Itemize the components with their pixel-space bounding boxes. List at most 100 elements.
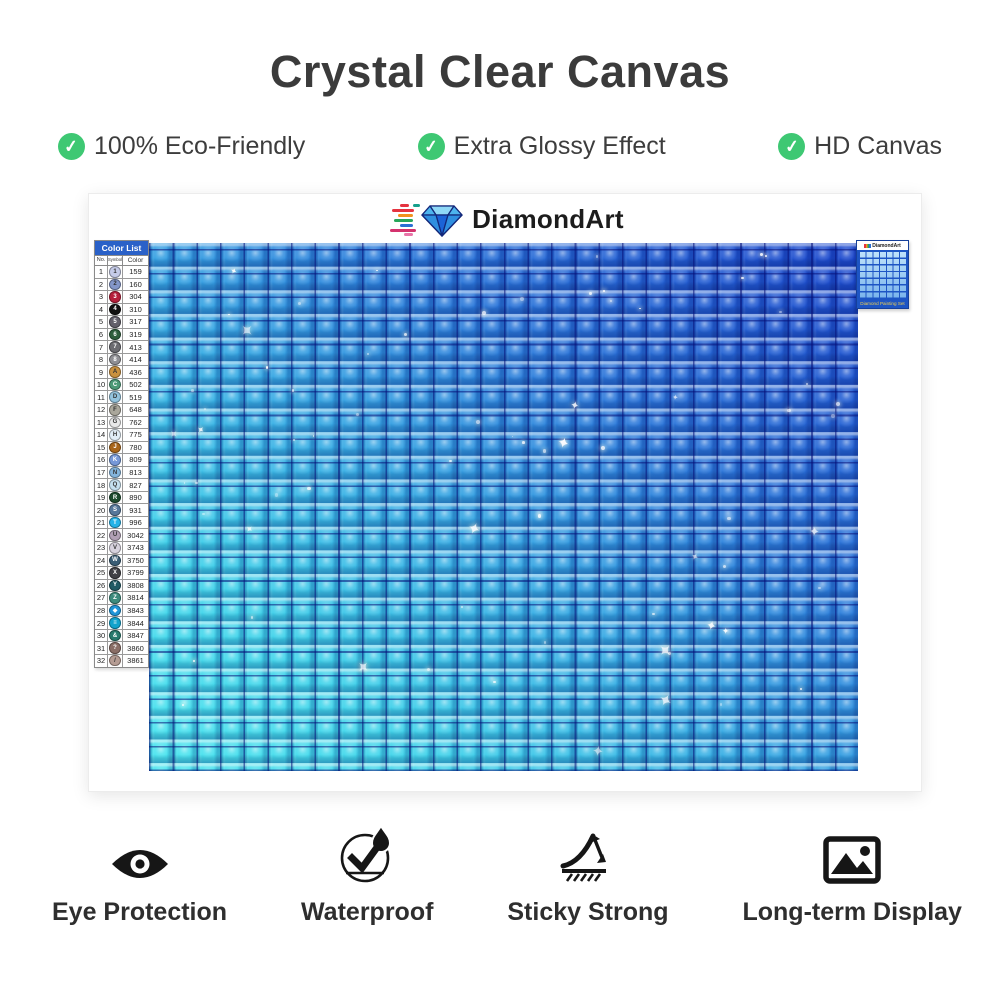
symbol-circle-icon: / bbox=[108, 654, 123, 667]
color-list-row: 23 V 3743 bbox=[95, 542, 148, 555]
symbol-circle-icon: N bbox=[108, 466, 123, 479]
sparkle-decoration bbox=[799, 688, 802, 691]
symbol-circle-icon: ◆ bbox=[108, 604, 123, 617]
waterproof-icon bbox=[338, 822, 396, 884]
row-number: 30 bbox=[95, 629, 108, 642]
sparkle-decoration bbox=[291, 389, 295, 392]
color-list-row: 19 R 890 bbox=[95, 491, 148, 505]
dmc-code: 414 bbox=[129, 355, 142, 365]
color-list-row: 3 3 304 bbox=[95, 291, 148, 304]
sparkle-decoration bbox=[297, 301, 301, 305]
color-list-row: 28 ◆ 3843 bbox=[95, 604, 148, 618]
sparkle-decoration bbox=[461, 606, 464, 609]
row-number: 4 bbox=[95, 303, 108, 316]
row-number: 7 bbox=[95, 341, 108, 353]
eye-icon bbox=[109, 822, 171, 884]
sparkle-decoration bbox=[375, 269, 378, 272]
symbol-circle-icon: J bbox=[108, 441, 123, 454]
feature-eye-protection: Eye Protection bbox=[52, 822, 227, 927]
feature-hd-canvas: ✓ HD Canvas bbox=[778, 132, 942, 161]
symbol-circle-icon: 5 bbox=[108, 316, 123, 328]
row-number: 13 bbox=[95, 416, 108, 429]
sparkle-decoration bbox=[511, 435, 514, 438]
sparkle-decoration: ✦ bbox=[227, 264, 239, 277]
dmc-code: 780 bbox=[129, 442, 142, 452]
row-number: 28 bbox=[95, 604, 108, 617]
sparkle-decoration bbox=[520, 297, 525, 302]
symbol-circle-icon: U bbox=[108, 529, 123, 542]
color-list-row: 15 J 780 bbox=[95, 441, 148, 455]
row-number: 29 bbox=[95, 617, 108, 629]
sparkle-decoration bbox=[228, 313, 230, 316]
sparkle-decoration bbox=[600, 445, 605, 450]
row-number: 24 bbox=[95, 554, 108, 567]
row-number: 1 bbox=[95, 266, 108, 278]
reference-thumbnail: DiamondArt Diamond Painting Set bbox=[856, 240, 909, 309]
sparkle-decoration: ✦ bbox=[807, 524, 820, 540]
sparkle-decoration: ✦ bbox=[235, 319, 259, 343]
symbol-circle-icon: S bbox=[108, 504, 123, 516]
diamond-canvas-preview: ✦ ✦ ✦ ✦ ✦ ✦ ✦ ✦ ✦ ✦ ✦ ✦ ✦ ✦ ✦ ✦ ✦ bbox=[149, 243, 858, 771]
dmc-code: 775 bbox=[129, 430, 142, 440]
thumbnail-brand-strip: DiamondArt bbox=[857, 241, 908, 250]
row-number: 8 bbox=[95, 353, 108, 366]
diamond-logo-icon bbox=[390, 204, 463, 237]
dmc-code: 3860 bbox=[127, 643, 144, 653]
dmc-code: 931 bbox=[129, 505, 142, 515]
feature-label: Waterproof bbox=[301, 898, 434, 926]
sparkle-decoration bbox=[307, 486, 311, 490]
sparkle-decoration: ✦ bbox=[464, 519, 484, 540]
display-icon bbox=[823, 822, 881, 884]
sparkle-decoration bbox=[542, 449, 547, 453]
sparkle-decoration: ✦ bbox=[704, 618, 719, 635]
sparkle-decoration bbox=[482, 310, 487, 315]
dmc-code: 813 bbox=[129, 468, 142, 478]
symbol-circle-icon: X bbox=[108, 567, 123, 579]
color-list-row: 17 N 813 bbox=[95, 466, 148, 480]
sparkle-decoration bbox=[426, 667, 431, 672]
dmc-code: 809 bbox=[129, 455, 142, 465]
feature-label: Sticky Strong bbox=[507, 898, 669, 926]
sparkle-decoration bbox=[275, 493, 279, 497]
symbol-circle-icon: A bbox=[108, 366, 123, 378]
sticky-icon bbox=[559, 822, 617, 884]
sparkle-decoration bbox=[831, 413, 836, 418]
sparkle-decoration bbox=[652, 612, 655, 616]
sparkle-decoration: ✦ bbox=[721, 625, 730, 637]
sparkle-decoration: ✦ bbox=[590, 741, 605, 760]
color-list-row: 25 X 3799 bbox=[95, 567, 148, 580]
sparkle-decoration bbox=[835, 402, 840, 407]
dmc-code: 3799 bbox=[127, 568, 144, 578]
symbol-circle-icon: V bbox=[108, 542, 123, 554]
color-list-row: 18 Q 827 bbox=[95, 479, 148, 492]
row-number: 25 bbox=[95, 567, 108, 579]
symbol-circle-icon: R bbox=[108, 491, 123, 504]
color-list-row: 10 C 502 bbox=[95, 378, 148, 392]
symbol-circle-icon: G bbox=[108, 416, 123, 429]
color-list-row: 1 1 159 bbox=[95, 266, 148, 279]
color-list-row: 22 U 3042 bbox=[95, 529, 148, 543]
symbol-circle-icon: 6 bbox=[108, 328, 123, 341]
sparkle-decoration bbox=[722, 565, 726, 569]
symbol-circle-icon: C bbox=[108, 378, 123, 391]
color-list-row: 8 8 414 bbox=[95, 353, 148, 367]
row-number: 27 bbox=[95, 592, 108, 604]
sparkle-decoration bbox=[367, 352, 369, 355]
feature-label: 100% Eco-Friendly bbox=[94, 132, 306, 160]
brand-name: DiamondArt bbox=[472, 203, 624, 234]
feature-bullets: ✓ 100% Eco-Friendly ✓ Extra Glossy Effec… bbox=[58, 132, 942, 161]
check-icon: ✓ bbox=[417, 133, 445, 160]
symbol-circle-icon: Y bbox=[108, 579, 123, 592]
symbol-circle-icon: Q bbox=[108, 479, 123, 491]
sparkle-decoration: ✦ bbox=[652, 639, 677, 664]
dmc-code: 317 bbox=[129, 317, 142, 327]
brand-logo: DiamondArt bbox=[89, 199, 921, 239]
color-list-row: 11 D 519 bbox=[95, 391, 148, 405]
row-number: 31 bbox=[95, 642, 108, 654]
sparkle-decoration bbox=[403, 332, 408, 337]
page-title: Crystal Clear Canvas bbox=[269, 46, 731, 97]
dmc-code: 519 bbox=[129, 392, 142, 402]
thumbnail-brand-name: DiamondArt bbox=[872, 242, 901, 249]
sparkle-decoration bbox=[250, 616, 253, 619]
row-number: 6 bbox=[95, 328, 108, 341]
